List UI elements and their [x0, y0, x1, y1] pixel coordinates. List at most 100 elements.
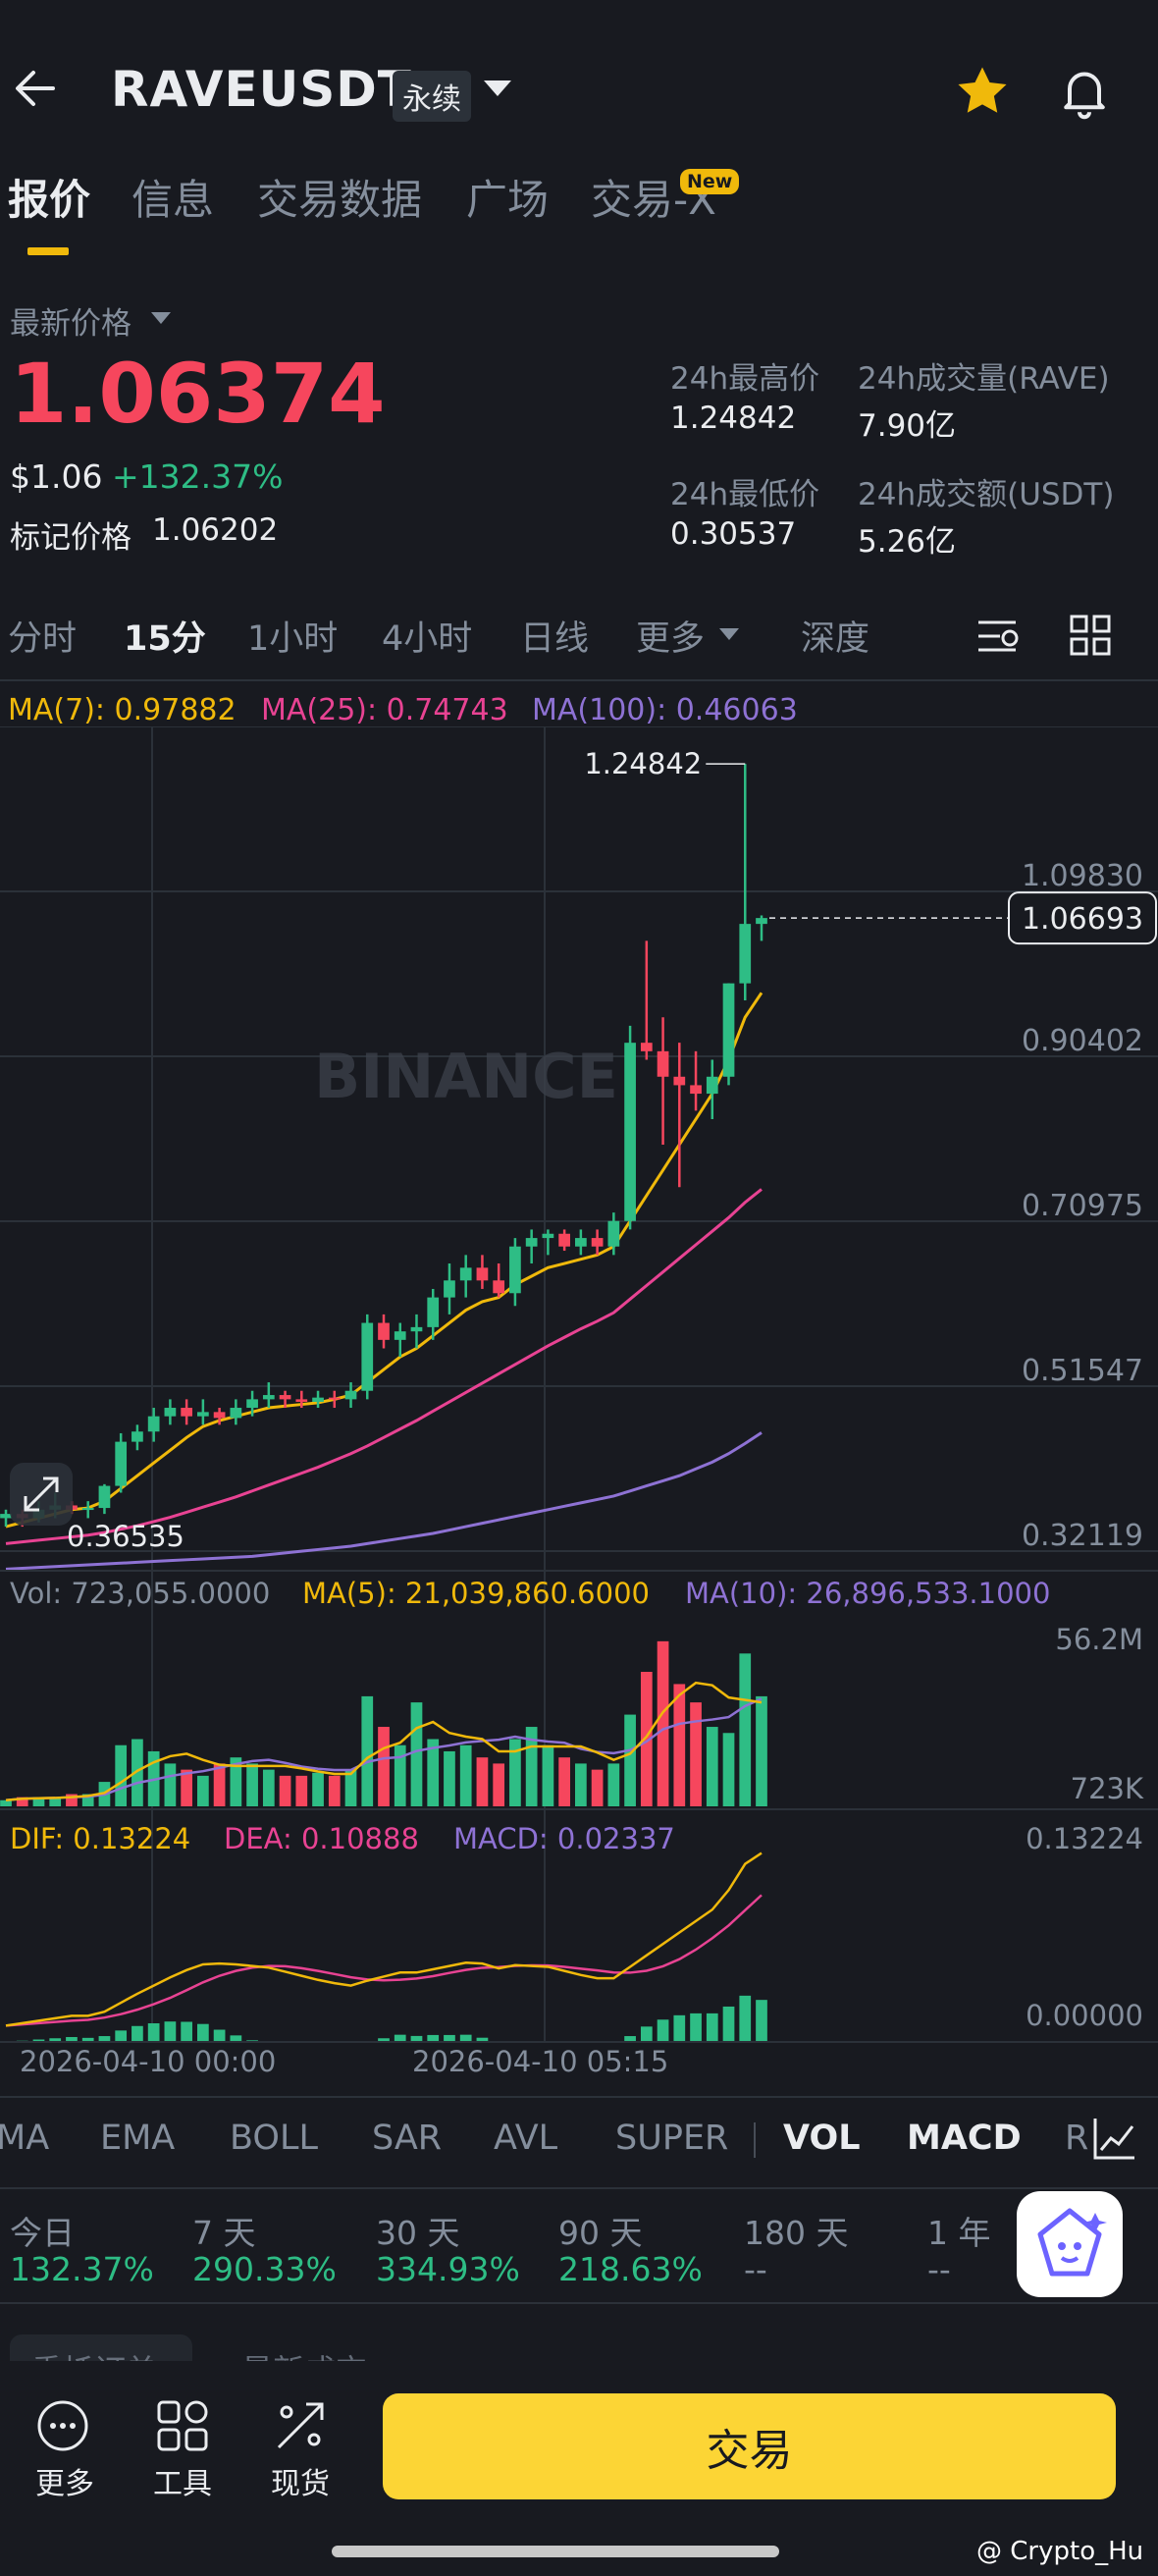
candle-body [575, 1238, 587, 1247]
candle-body [262, 1395, 275, 1400]
ai-assistant-button[interactable] [1017, 2191, 1123, 2297]
macd-histogram-bar [230, 2035, 242, 2042]
candle-body [312, 1397, 324, 1402]
tab-quote[interactable]: 报价 [8, 176, 91, 224]
trade-button[interactable]: 交易 [383, 2393, 1116, 2499]
tools-grid-icon[interactable] [155, 2398, 210, 2457]
spot-label[interactable]: 现货 [271, 2467, 330, 2501]
volume-bar [115, 1744, 128, 1806]
indicator-macd[interactable]: MACD [907, 2119, 1022, 2158]
indicator-chart-icon[interactable] [1089, 2115, 1158, 2166]
macd-histogram-bar [722, 2006, 735, 2042]
macd-histogram-bar [459, 2034, 472, 2042]
macd-histogram-bar [394, 2034, 406, 2042]
volume-bar [673, 1684, 686, 1806]
volume-bar [542, 1744, 554, 1806]
macd-value-label: MACD: 0.02337 [453, 1822, 675, 1855]
indicator-avl[interactable]: AVL [494, 2119, 558, 2158]
tools-label[interactable]: 工具 [153, 2467, 212, 2501]
price-change-percent: +132.37% [112, 457, 284, 496]
amount-24h-value: 5.26亿 [858, 524, 957, 560]
notification-bell-icon[interactable] [1055, 61, 1114, 122]
volume-bar [640, 1671, 653, 1806]
high-24h-value: 1.24842 [670, 401, 797, 436]
y-tick-label: 0.70975 [1022, 1189, 1143, 1223]
macd-histogram-bar [410, 2035, 423, 2042]
tab-info[interactable]: 信息 [132, 176, 215, 224]
candle-body [246, 1399, 258, 1409]
latest-price-dropdown-icon[interactable] [151, 312, 171, 324]
macd-histogram-bar [197, 2023, 209, 2042]
macd-dea-label: DEA: 0.10888 [224, 1822, 419, 1855]
latest-price-label[interactable]: 最新价格 [10, 306, 132, 342]
indicator-vol[interactable]: VOL [783, 2119, 861, 2158]
interval-1h[interactable]: 1小时 [247, 619, 339, 659]
candle-body [624, 1043, 636, 1221]
indicator-sar[interactable]: SAR [372, 2119, 443, 2158]
perf-1y-value: -- [927, 2250, 951, 2288]
y-tick-label: 1.09830 [1022, 859, 1143, 893]
favorite-star-icon[interactable] [952, 61, 1013, 122]
symbol-dropdown-icon[interactable] [484, 80, 511, 96]
macd-histogram-bar [706, 2012, 718, 2042]
volume-ma5-line [5, 1681, 763, 1802]
volume-bar [410, 1702, 423, 1806]
volume-24h-value: 7.90亿 [858, 408, 957, 444]
interval-time[interactable]: 分时 [8, 619, 78, 659]
interval-15m[interactable]: 15分 [124, 619, 206, 659]
candle-body [722, 983, 735, 1077]
interval-4h[interactable]: 4小时 [382, 619, 473, 659]
indicator-boll[interactable]: BOLL [230, 2119, 318, 2158]
volume-bar [0, 1799, 12, 1806]
ma7-label: MA(7): 0.97882 [8, 693, 237, 727]
volume-bar [739, 1653, 752, 1806]
indicator-ma[interactable]: MA [0, 2119, 50, 2158]
candle-body [361, 1322, 374, 1391]
candle-body [640, 1043, 653, 1051]
perf-180d-label: 180 天 [744, 2214, 849, 2252]
more-dots-icon[interactable] [35, 2398, 90, 2457]
candle-body [706, 1076, 718, 1095]
macd-histogram-bar [66, 2037, 78, 2042]
indicator-r[interactable]: R [1065, 2119, 1089, 2158]
volume-bar [213, 1763, 226, 1806]
macd-histogram-bar [378, 2038, 390, 2042]
more-label[interactable]: 更多 [35, 2467, 94, 2501]
spot-icon[interactable] [273, 2398, 328, 2457]
candle-body [525, 1238, 538, 1247]
depth-tab[interactable]: 深度 [801, 619, 870, 659]
volume-bar [197, 1775, 209, 1806]
candle-body [427, 1297, 440, 1327]
layout-grid-icon[interactable] [1070, 615, 1111, 660]
candle-body [542, 1233, 554, 1239]
divider [0, 2302, 1158, 2304]
high-marker-label: 1.24842 [584, 747, 702, 780]
y-tick-label: 1.29258 [1022, 726, 1143, 728]
volume-bar [459, 1744, 472, 1806]
interval-1d[interactable]: 日线 [520, 619, 590, 659]
low-24h-value: 0.30537 [670, 516, 797, 552]
more-dropdown-icon[interactable] [719, 628, 739, 640]
volume-bar [690, 1702, 702, 1806]
volume-bar [558, 1757, 570, 1806]
candle-body [344, 1390, 357, 1400]
tab-trading-data[interactable]: 交易数据 [257, 176, 423, 224]
new-badge: New [680, 169, 740, 194]
ma100-line [5, 1431, 763, 1571]
symbol-title[interactable]: RAVEUSDT [111, 61, 412, 118]
perf-30d-label: 30 天 [376, 2214, 460, 2252]
interval-more[interactable]: 更多 [636, 619, 706, 659]
candle-body [230, 1408, 242, 1419]
tab-square[interactable]: 广场 [466, 176, 550, 224]
mark-price-label: 标记价格 [10, 520, 132, 556]
candle-body [115, 1441, 128, 1486]
macd-axis-bottom: 0.00000 [1026, 1999, 1143, 2032]
chart-settings-icon[interactable] [976, 617, 1022, 660]
candle-body [476, 1267, 489, 1281]
candle-body [558, 1233, 570, 1247]
back-arrow-icon[interactable] [10, 61, 65, 116]
macd-histogram-bar [640, 2026, 653, 2042]
indicator-ema[interactable]: EMA [100, 2119, 176, 2158]
indicator-super[interactable]: SUPER [615, 2119, 729, 2158]
price-chart[interactable]: 1.29258 1.09830 0.90402 0.70975 0.51547 0.321… [0, 726, 1158, 2076]
